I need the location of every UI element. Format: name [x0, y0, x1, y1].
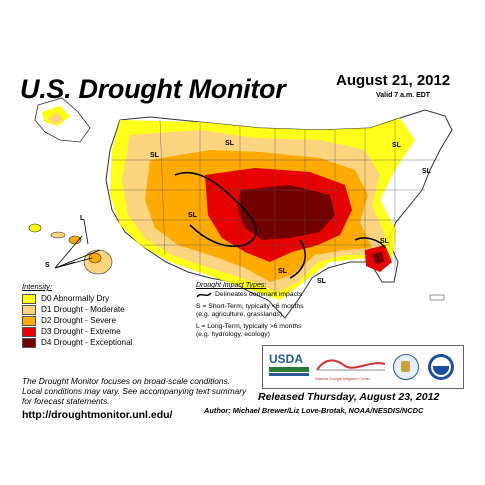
- legend-label: D3 Drought - Extreme: [41, 327, 121, 336]
- note-line: for forecast statements.: [22, 396, 110, 406]
- map-label-sl: SL: [380, 238, 389, 245]
- impact-types-title: Drought Impact Types:: [196, 282, 267, 289]
- impact-line: (e.g. hydrology, ecology): [196, 331, 270, 338]
- impact-line: S = Short-Term, typically <6 months: [196, 303, 304, 310]
- state-borders: [108, 118, 440, 295]
- map-label-sl: SL: [392, 142, 401, 149]
- hawaii: [28, 223, 113, 275]
- impact-line: (e.g. agriculture, grasslands): [196, 311, 283, 318]
- legend-label: D0 Abnormally Dry: [41, 294, 110, 303]
- legend-swatch: [22, 304, 36, 315]
- commerce-seal-icon: [393, 354, 419, 380]
- release-date: Released Thursday, August 23, 2012: [258, 391, 440, 403]
- impact-line: Delineates dominant impacts: [215, 291, 303, 298]
- d4-area-southeast: [372, 252, 384, 264]
- legend-item: D0 Abnormally Dry: [22, 293, 109, 304]
- legend-item: D3 Drought - Extreme: [22, 326, 121, 337]
- alaska-d1: [48, 112, 63, 125]
- puerto-rico: [429, 294, 445, 301]
- map-label-sl: SL: [188, 212, 197, 219]
- agency-logos: USDA National Drought Mitigation Center: [262, 345, 464, 389]
- note-line: The Drought Monitor focuses on broad-sca…: [22, 376, 231, 386]
- legend-title: Intensity:: [22, 282, 53, 291]
- legend-item: D4 Drought - Exceptional: [22, 337, 132, 348]
- valid-time: Valid 7 a.m. EDT: [376, 92, 431, 99]
- ndmc-text: National Drought Mitigation Center: [315, 377, 371, 381]
- legend-swatch: [22, 326, 36, 337]
- map-label-l: L: [80, 215, 85, 222]
- intensity-legend: Intensity: D0 Abnormally Dry D1 Drought …: [22, 282, 182, 353]
- map-label-sl: SL: [317, 278, 326, 285]
- legend-swatch: [22, 315, 36, 326]
- noaa-logo-icon: [428, 354, 454, 380]
- usda-text: USDA: [269, 352, 304, 366]
- website-url: http://droughtmonitor.unl.edu/: [22, 409, 173, 421]
- impact-boundary-3: [354, 237, 386, 249]
- map-label-sl: SL: [422, 168, 431, 175]
- boundary-line-icon: [196, 292, 212, 298]
- ndmc-logo: National Drought Mitigation Center: [315, 354, 387, 382]
- map-date: August 21, 2012: [336, 72, 451, 89]
- hawaii-connectors: [54, 219, 101, 269]
- legend-item: D1 Drought - Moderate: [22, 304, 125, 315]
- d4-area: [238, 185, 335, 240]
- note-line: Local conditions may vary. See accompany…: [22, 386, 247, 396]
- map-label-sl: SL: [278, 268, 287, 275]
- impact-types-legend: Drought Impact Types: Delineates dominan…: [196, 282, 346, 339]
- map-label-s: S: [45, 262, 50, 269]
- map-title: U.S. Drought Monitor: [20, 74, 286, 104]
- ndmc-graphic: [316, 359, 386, 371]
- impact-line: L = Long-Term, typically >6 months: [196, 323, 302, 330]
- author-credit: Author: Michael Brewer/Liz Love-Brotak, …: [204, 406, 424, 415]
- impact-boundary: [174, 172, 257, 248]
- legend-swatch: [22, 337, 36, 348]
- disclaimer-note: The Drought Monitor focuses on broad-sca…: [22, 376, 246, 406]
- legend-swatch: [22, 293, 36, 304]
- impact-boundary-2: [289, 239, 306, 279]
- legend-label: D2 Drought - Severe: [41, 316, 117, 325]
- usda-logo: USDA: [269, 352, 309, 382]
- map-label-sl: SL: [225, 140, 234, 147]
- legend-item: D2 Drought - Severe: [22, 315, 116, 326]
- map-label-sl: SL: [150, 152, 159, 159]
- legend-label: D4 Drought - Exceptional: [41, 338, 133, 347]
- legend-label: D1 Drought - Moderate: [41, 305, 125, 314]
- impact-boundary-key: Delineates dominant impacts: [196, 291, 346, 299]
